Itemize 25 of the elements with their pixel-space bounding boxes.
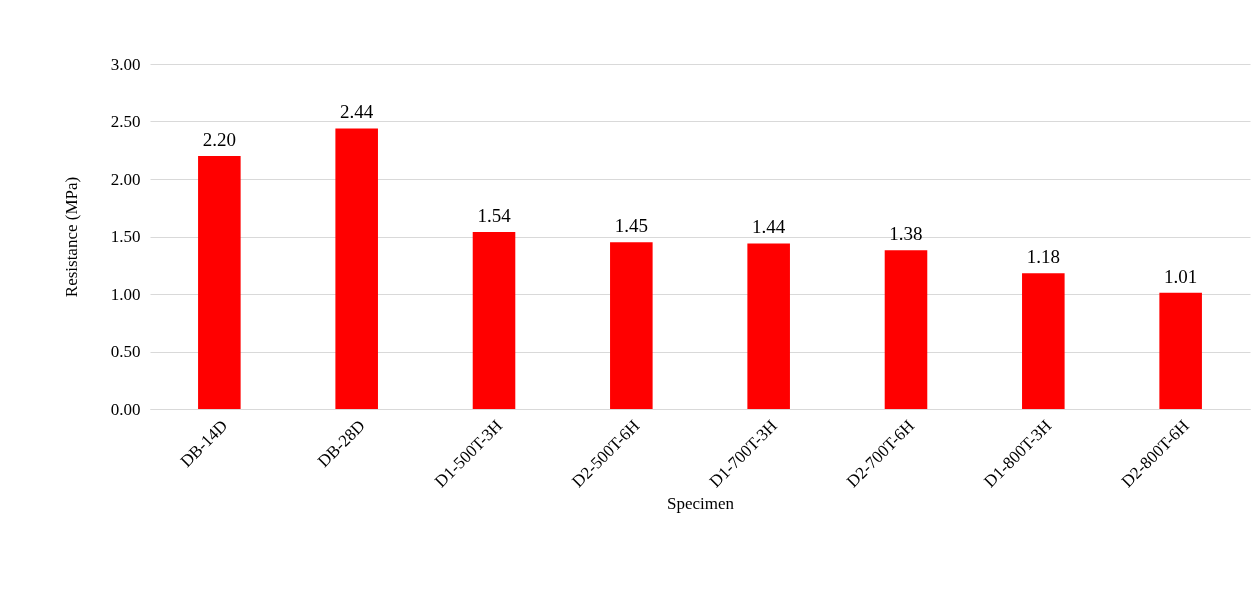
data-label: 1.01: [1164, 265, 1198, 287]
x-axis-title: Specimen: [666, 494, 735, 514]
y-tick-label: 2.50: [110, 112, 141, 131]
data-label: 2.20: [202, 129, 236, 150]
y-tick-label: 1.00: [110, 284, 141, 304]
data-label: 1.54: [477, 204, 512, 226]
data-label: 1.38: [889, 223, 923, 245]
y-tick-label: 0.50: [110, 342, 141, 361]
y-tick-label: 0.00: [110, 399, 141, 419]
bar: [747, 243, 790, 409]
bar: [1159, 292, 1202, 409]
y-tick-label: 1.50: [110, 227, 141, 246]
bar: [610, 242, 653, 409]
bar: [198, 156, 241, 409]
data-label: 1.18: [1026, 246, 1060, 268]
data-label: 2.44: [340, 101, 374, 123]
bar: [472, 231, 516, 409]
y-tick-label: 2.00: [110, 169, 141, 189]
data-label: 1.44: [752, 216, 786, 238]
bar: [335, 128, 378, 409]
y-tick-label: 3.00: [110, 54, 141, 74]
bar: [884, 250, 928, 409]
bar: [1022, 273, 1065, 409]
data-label: 1.45: [614, 215, 648, 237]
y-axis-title: Resistance (MPa): [61, 176, 81, 298]
